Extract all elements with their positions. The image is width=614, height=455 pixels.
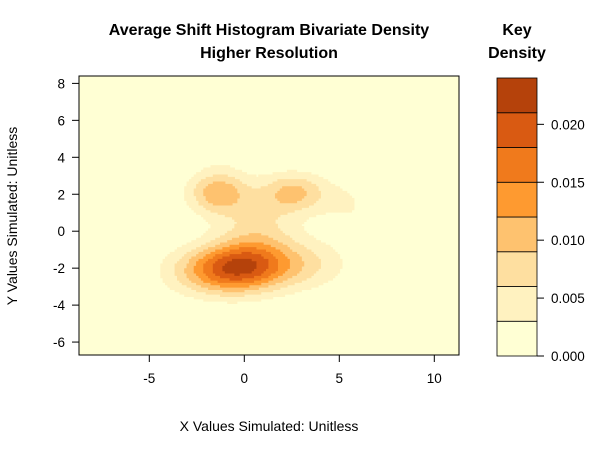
key-title-line2: Density xyxy=(488,45,546,62)
key-swatch xyxy=(496,112,538,148)
y-tick-label: -2 xyxy=(53,261,65,276)
key-tick-label: 0.005 xyxy=(551,291,585,306)
x-tick-label: 0 xyxy=(241,371,249,386)
key-swatch xyxy=(496,216,538,253)
key-swatch xyxy=(496,320,538,357)
key-swatch xyxy=(496,147,538,183)
y-axis-label: Y Values Simulated: Unitless xyxy=(4,127,20,305)
key-swatch xyxy=(496,181,538,218)
key-swatch xyxy=(496,286,538,322)
key-tick-label: 0.010 xyxy=(551,233,585,248)
density-key: 0.000 0.005 0.010 0.015 0.020 xyxy=(496,77,585,364)
density-contours xyxy=(160,165,355,305)
y-tick-label: -4 xyxy=(53,298,65,313)
key-tick-label: 0.015 xyxy=(551,175,585,190)
plot-area xyxy=(78,75,460,356)
x-axis-label: X Values Simulated: Unitless xyxy=(180,418,359,434)
plot-frame xyxy=(78,75,460,356)
y-tick-label: 8 xyxy=(57,76,65,91)
key-tick-label: 0.000 xyxy=(551,349,585,364)
key-title-line1: Key xyxy=(502,22,531,39)
key-tick-label: 0.020 xyxy=(551,117,585,132)
x-tick-label: 5 xyxy=(336,371,344,386)
x-axis: -5 0 5 10 xyxy=(143,355,442,386)
y-tick-label: 6 xyxy=(57,113,65,128)
x-tick-label: -5 xyxy=(143,371,155,386)
chart-title: Average Shift Histogram Bivariate Densit… xyxy=(109,22,430,39)
chart-subtitle: Higher Resolution xyxy=(200,45,338,62)
x-tick-label: 10 xyxy=(427,371,442,386)
key-swatch xyxy=(496,251,538,287)
y-tick-label: 2 xyxy=(57,187,65,202)
y-axis: -6 -4 -2 0 2 4 6 8 xyxy=(53,76,79,350)
y-tick-label: 0 xyxy=(57,224,65,239)
y-tick-label: -6 xyxy=(53,335,65,350)
y-tick-label: 4 xyxy=(57,150,65,165)
density-band-7 xyxy=(222,258,257,276)
key-swatch xyxy=(496,77,538,114)
